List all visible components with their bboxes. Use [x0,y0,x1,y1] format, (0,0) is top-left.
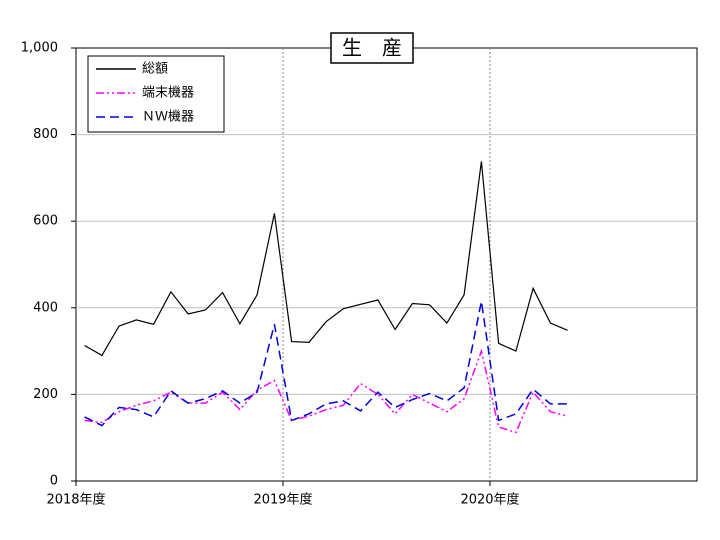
y-tick-label: 800 [33,127,58,142]
legend-label: 総額 [142,62,168,77]
legend-label: ＮＷ機器 [142,110,194,125]
title-box [330,32,414,64]
x-tick-label: 2020年度 [460,492,519,508]
y-tick-label: 1,000 [21,41,58,56]
x-tick-label: 2019年度 [253,492,312,508]
y-tick-label: 600 [33,214,58,229]
series-line [84,301,568,427]
y-tick-label: 0 [50,474,58,489]
x-tick-label: 2018年度 [46,492,105,508]
y-tick-label: 400 [33,300,58,315]
chart-title: 生 産 [342,36,402,60]
series-line [84,161,568,357]
y-tick-label: 200 [33,387,58,402]
legend-label: 端末機器 [142,86,194,101]
series-line [84,348,568,434]
